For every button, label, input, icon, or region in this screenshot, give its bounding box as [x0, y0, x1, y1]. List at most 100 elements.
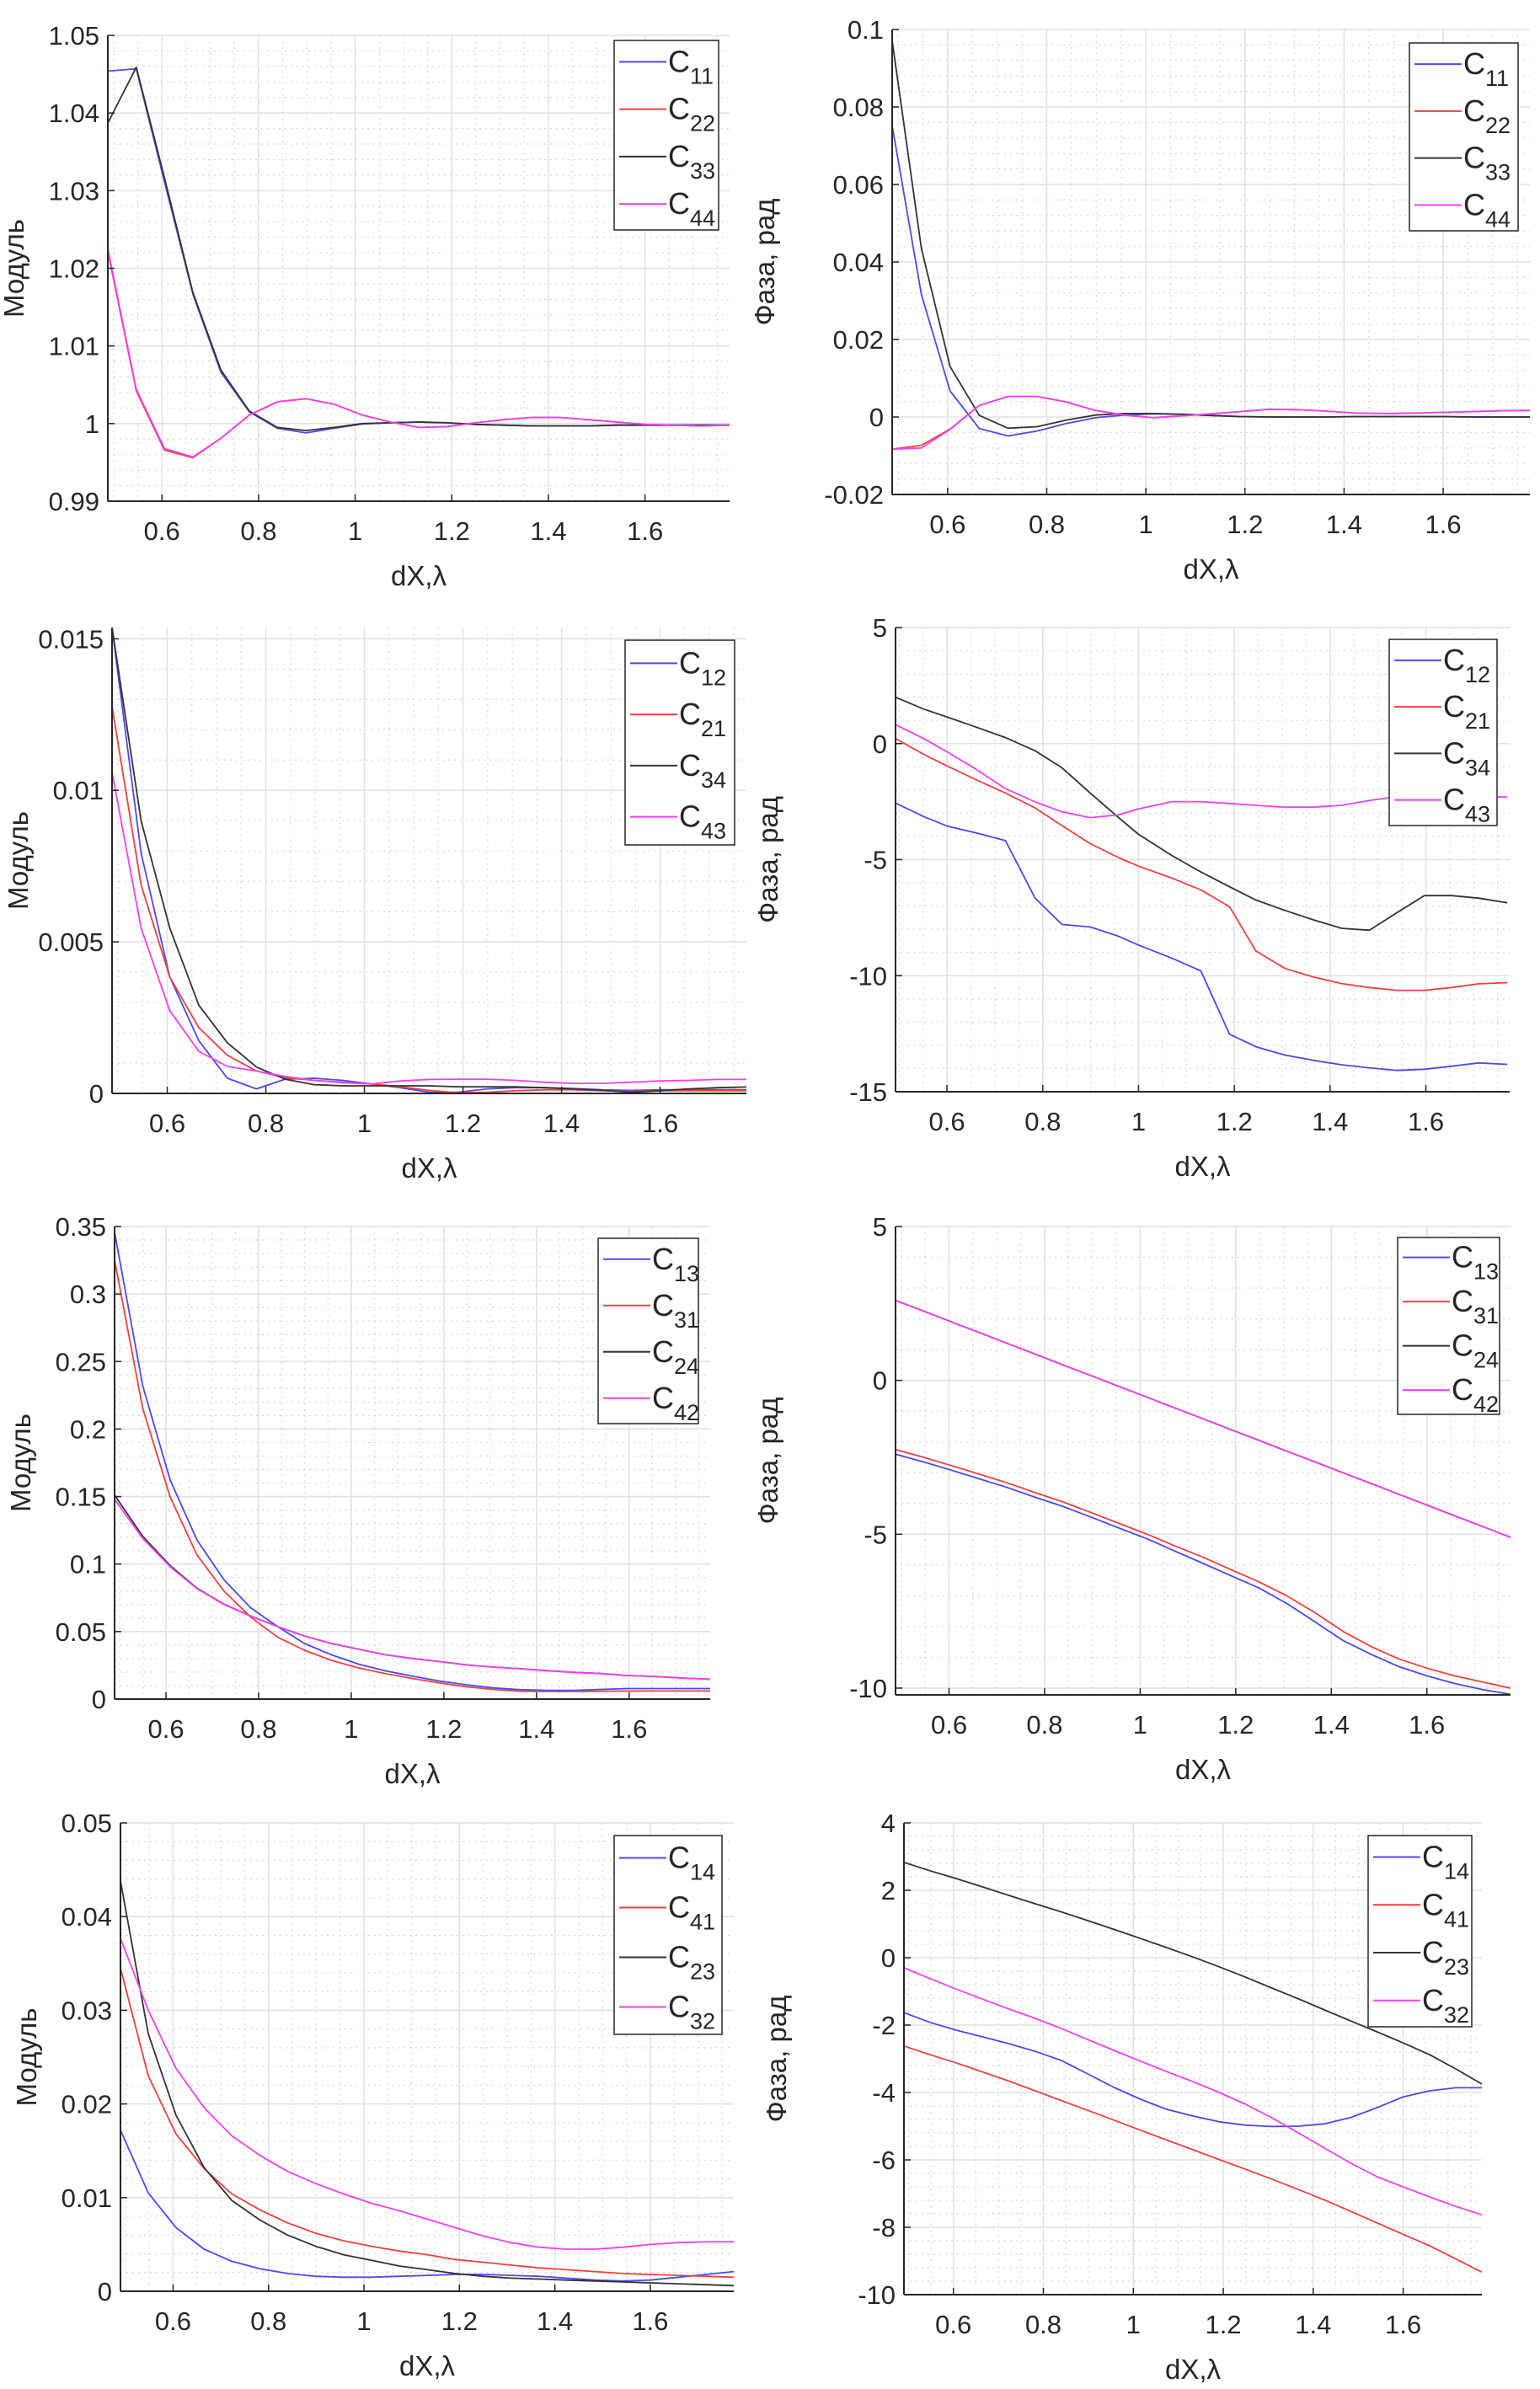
series-line-C12: [112, 627, 746, 1093]
series-line-C12: [896, 802, 1508, 1072]
legend-label: C43: [1443, 783, 1490, 827]
y-tick-label: -8: [872, 2213, 896, 2242]
legend-label-main: C: [652, 1242, 674, 1276]
x-axis-label: dX,λ: [1174, 1151, 1231, 1182]
x-tick-label: 0.8: [1025, 2310, 1061, 2339]
legend-label-main: C: [1443, 689, 1465, 724]
x-tick-label: 1: [1139, 510, 1153, 539]
x-tick-label: 1.4: [1313, 1710, 1350, 1740]
x-tick-label: 1: [357, 1109, 372, 1138]
legend-item-C32: C32: [619, 1990, 715, 2034]
legend-label: C12: [679, 645, 726, 690]
legend-label: C14: [1422, 1840, 1469, 1884]
legend-item-C43: C43: [630, 799, 726, 844]
y-tick-label: -0.02: [824, 480, 884, 510]
legend-label: C23: [668, 1940, 715, 1985]
y-tick-label: -15: [849, 1077, 887, 1107]
chart-modulus-diag: 0.6 0.8 1 1.2 1.4 1.6 0.99 1 1.01 1.02 1.03 1.04 1.0…: [0, 21, 730, 591]
chart-phase-adjacent: 0.6 0.8 1 1.2 1.4 1.6 -15 -10 -5 0 5 dX,λ Фаза, рад C…: [752, 613, 1510, 1182]
y-tick-label: 1: [85, 409, 99, 439]
legend-item-C14: C14: [1373, 1840, 1469, 1884]
y-tick-label: -5: [864, 846, 887, 875]
x-tick-label: 1: [344, 1714, 358, 1744]
legend-item-C11: C11: [1414, 46, 1509, 91]
y-tick-label: 0.3: [70, 1280, 106, 1309]
x-tick-label: 1.4: [1312, 1107, 1348, 1136]
y-axis-label: Фаза, рад: [752, 796, 783, 923]
legend-label-main: C: [652, 1334, 674, 1369]
y-axis-label: Модуль: [3, 811, 34, 910]
y-tick-label: 0: [92, 1685, 106, 1714]
y-tick-label: 1.03: [49, 176, 99, 206]
y-tick-label: -10: [849, 961, 887, 991]
legend-label-main: C: [1463, 187, 1485, 222]
legend-label-subscript: 41: [1444, 1906, 1469, 1932]
series-lines: [115, 1232, 710, 1692]
x-tick-label: 0.6: [144, 516, 180, 546]
legend-label-subscript: 23: [1444, 1954, 1469, 1980]
y-tick-label: 0: [89, 1079, 104, 1109]
series-line-C33: [892, 40, 1530, 430]
x-tick-label: 1: [1126, 2310, 1141, 2339]
x-tick-label: 1.4: [537, 2306, 573, 2336]
x-tick-label: 1.2: [1216, 1107, 1253, 1136]
legend-label-subscript: 33: [1485, 160, 1511, 185]
x-tick-label: 0.8: [1026, 1710, 1062, 1740]
legend-label-subscript: 44: [1485, 206, 1511, 232]
legend-label-subscript: 34: [701, 767, 726, 793]
x-tick-label: 0.8: [240, 1714, 276, 1744]
legend-item-C14: C14: [619, 1841, 715, 1885]
legend-label: C22: [668, 92, 715, 136]
legend-label-main: C: [1463, 46, 1485, 81]
x-tick-label: 1.2: [445, 1109, 481, 1138]
x-tick-label: 1.2: [425, 1714, 462, 1744]
legend-label-main: C: [652, 1381, 674, 1415]
legend-label-subscript: 21: [1465, 708, 1490, 734]
x-tick-label: 0.8: [1029, 510, 1065, 539]
x-tick-label: 1.6: [611, 1714, 647, 1744]
legend-label: C41: [668, 1890, 715, 1935]
y-tick-label: 0.15: [56, 1483, 106, 1512]
series-line-C23: [120, 1880, 734, 2287]
legend-box: [613, 40, 719, 231]
x-axis-label: dX,λ: [1165, 2354, 1222, 2385]
legend-label-subscript: 21: [701, 716, 726, 741]
legend-label-main: C: [1452, 1328, 1473, 1363]
legend-label-subscript: 14: [690, 1860, 715, 1885]
legend-label-subscript: 41: [690, 1910, 715, 1935]
series-lines: [120, 1880, 734, 2287]
legend-box: [597, 1237, 699, 1424]
y-tick-label: 0.1: [70, 1550, 106, 1579]
y-tick-label: 0: [98, 2277, 112, 2306]
legend-label-subscript: 34: [1465, 755, 1490, 780]
x-tick-label: 1.2: [1205, 2310, 1241, 2339]
axes: 0.6 0.8 1 1.2 1.4 1.6 -10 -8 -6 -4 -2 0 2 4: [858, 1809, 1482, 2339]
legend-label: C31: [652, 1288, 699, 1333]
y-tick-label: 0: [881, 1943, 896, 1973]
legend-label: C33: [1463, 141, 1511, 185]
legend-item-C44: C44: [619, 186, 715, 231]
series-line-C43: [112, 772, 746, 1085]
legend-item-C31: C31: [603, 1288, 699, 1333]
legend-box: [1409, 42, 1519, 232]
legend-label-main: C: [1422, 1935, 1444, 1969]
legend-label-subscript: 14: [1444, 1859, 1469, 1884]
series-line-C41: [904, 2044, 1482, 2274]
legend-label-subscript: 11: [690, 63, 714, 88]
y-axis-label: Модуль: [11, 2008, 42, 2107]
y-tick-label: 0.35: [56, 1212, 106, 1242]
legend-item-C21: C21: [1394, 689, 1490, 734]
legend-label-main: C: [1422, 1887, 1444, 1921]
legend-item-C33: C33: [1414, 141, 1511, 185]
x-tick-label: 0.6: [929, 1107, 965, 1136]
y-tick-label: 2: [881, 1876, 896, 1905]
x-axis-label: dX,λ: [399, 2350, 456, 2381]
x-tick-label: 1.4: [1326, 510, 1362, 539]
legend-label-subscript: 31: [674, 1307, 699, 1333]
legend-label-main: C: [668, 44, 690, 78]
x-tick-label: 1.6: [627, 516, 663, 546]
legend-label-main: C: [679, 748, 701, 783]
